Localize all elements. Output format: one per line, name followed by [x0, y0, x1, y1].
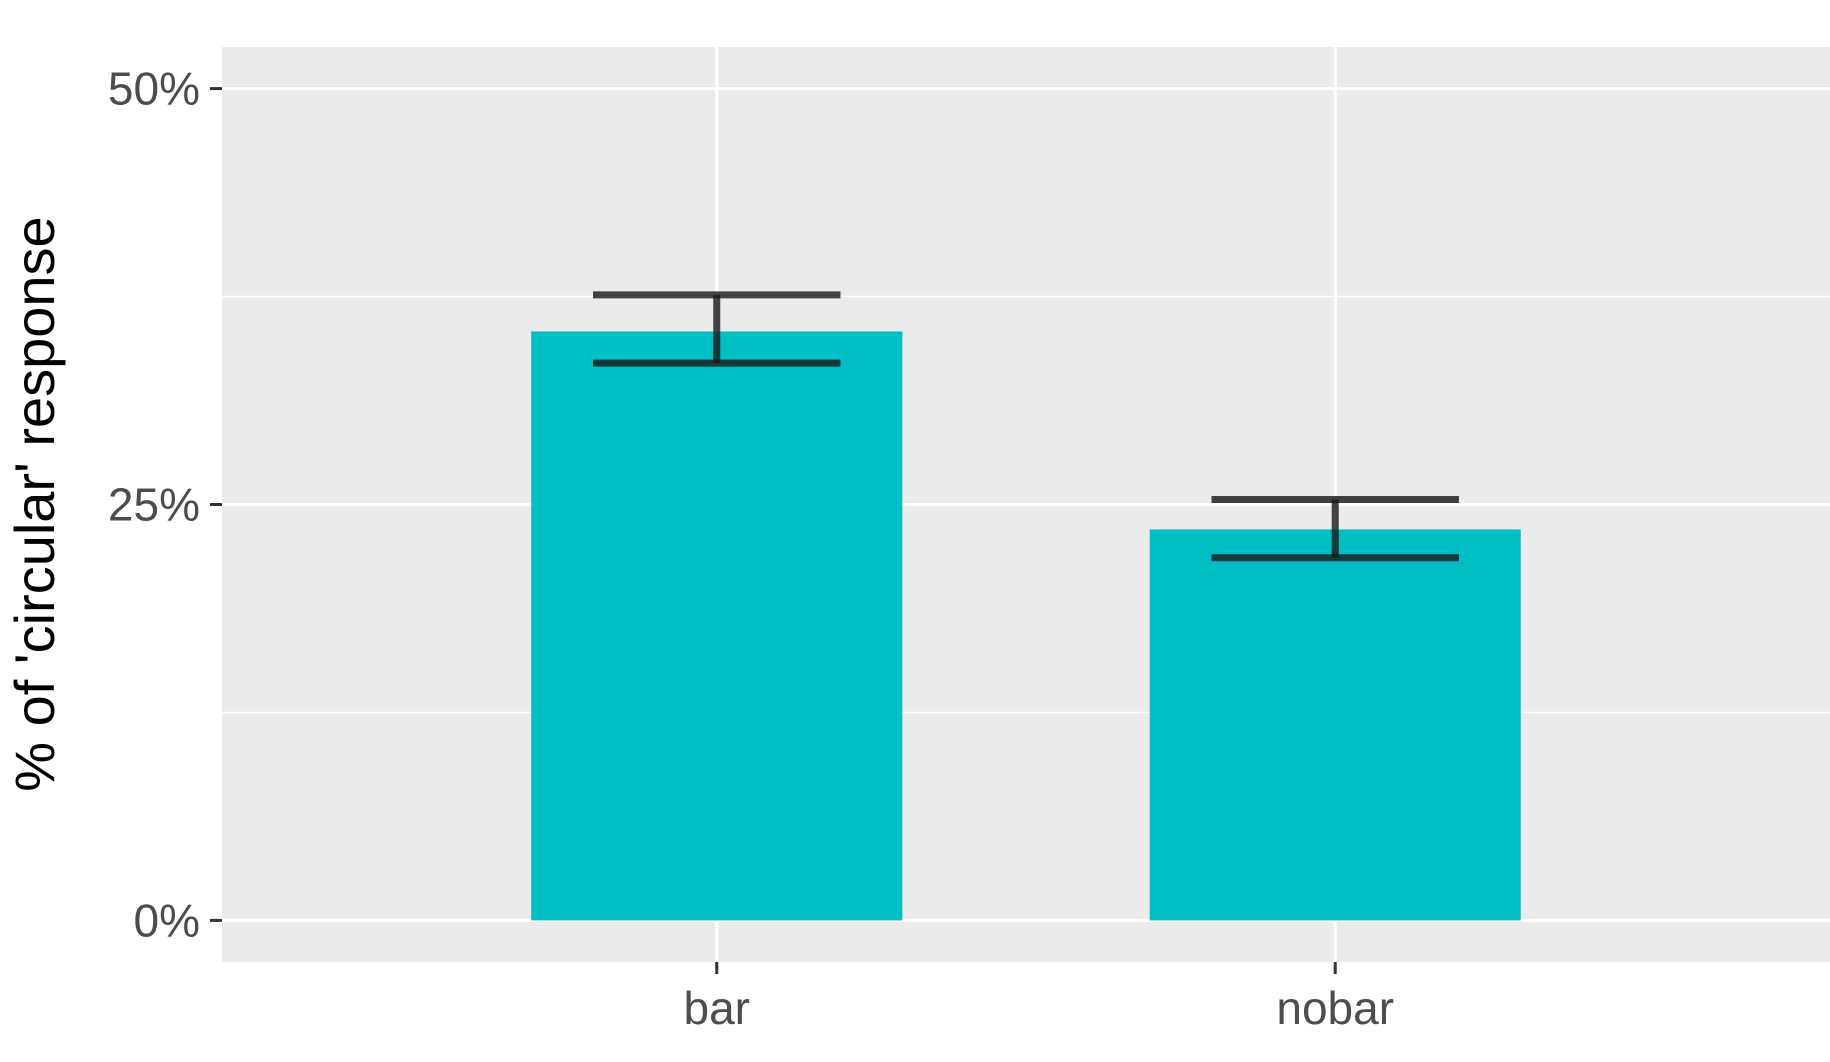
- error-bars: [593, 291, 1459, 562]
- x-tick-label: nobar: [1276, 982, 1394, 1034]
- grid-minor: [222, 295, 1830, 714]
- x-axis: bar nobar: [684, 962, 1394, 1034]
- error-bar-nobar: [1211, 496, 1459, 562]
- y-axis-title: % of 'circular' response: [3, 216, 66, 791]
- bar-bar: [531, 331, 903, 921]
- bar-nobar: [1149, 529, 1521, 921]
- y-tick-label: 0%: [134, 894, 200, 946]
- x-tick-label: bar: [684, 982, 750, 1034]
- bars: [531, 331, 1521, 921]
- y-axis: 0% 25% 50%: [108, 63, 222, 946]
- error-bar-bar: [593, 291, 841, 367]
- y-tick-label: 50%: [108, 63, 200, 115]
- y-tick-label: 25%: [108, 479, 200, 531]
